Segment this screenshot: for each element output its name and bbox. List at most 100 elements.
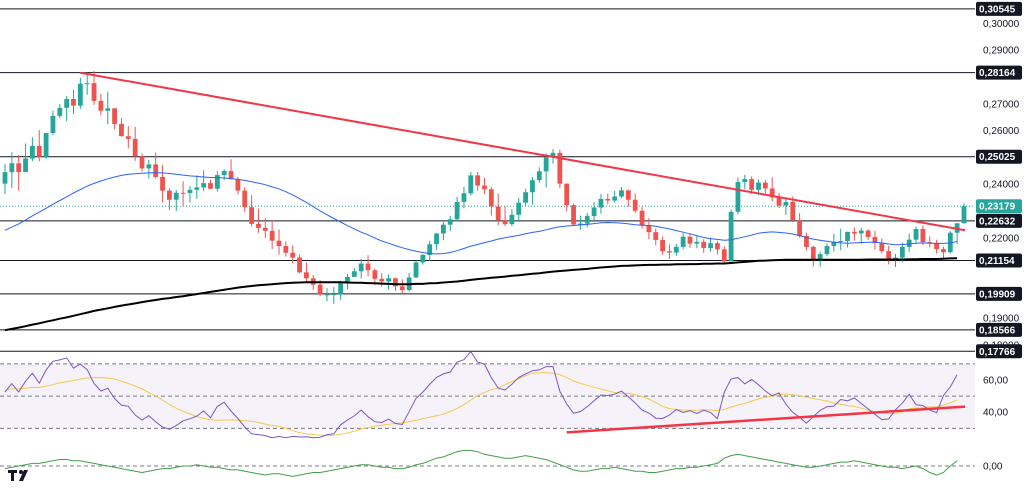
candle[interactable]: [468, 172, 474, 196]
candle[interactable]: [125, 126, 131, 149]
candle[interactable]: [454, 196, 460, 222]
candle[interactable]: [735, 177, 741, 215]
candle[interactable]: [927, 236, 933, 248]
candle[interactable]: [694, 236, 700, 249]
candle[interactable]: [173, 190, 179, 212]
candle[interactable]: [584, 212, 590, 228]
candle[interactable]: [769, 177, 775, 202]
candle[interactable]: [824, 243, 830, 257]
candle[interactable]: [43, 132, 49, 159]
candle[interactable]: [84, 72, 90, 95]
candle[interactable]: [749, 176, 755, 195]
descending-trendline[interactable]: [80, 71, 966, 232]
candle[interactable]: [351, 268, 357, 277]
candle[interactable]: [105, 91, 111, 125]
candle[interactable]: [420, 254, 426, 265]
candle[interactable]: [516, 197, 522, 221]
candle[interactable]: [399, 279, 405, 293]
candle[interactable]: [571, 203, 576, 226]
candle[interactable]: [578, 215, 583, 231]
candle[interactable]: [119, 118, 124, 137]
candle[interactable]: [543, 153, 549, 188]
candle[interactable]: [427, 240, 433, 262]
candle[interactable]: [667, 244, 672, 259]
candle[interactable]: [598, 194, 604, 214]
candle[interactable]: [564, 183, 570, 212]
candle[interactable]: [50, 110, 56, 135]
candle[interactable]: [146, 159, 152, 179]
candle[interactable]: [180, 181, 186, 206]
candle[interactable]: [358, 258, 364, 279]
candle[interactable]: [208, 179, 213, 190]
candle[interactable]: [715, 240, 720, 255]
candle[interactable]: [338, 280, 344, 300]
tradingview-logo-icon[interactable]: [8, 470, 28, 481]
candle[interactable]: [249, 195, 254, 227]
candle[interactable]: [625, 189, 631, 207]
candle[interactable]: [9, 152, 15, 188]
candle[interactable]: [167, 188, 172, 211]
candle[interactable]: [2, 163, 8, 195]
candle[interactable]: [187, 185, 193, 203]
candle[interactable]: [413, 260, 419, 278]
candle[interactable]: [447, 215, 453, 232]
candle[interactable]: [591, 202, 597, 223]
momentum-panel[interactable]: 0,00: [0, 449, 1003, 477]
candle[interactable]: [701, 239, 707, 253]
candle[interactable]: [721, 246, 727, 265]
candle[interactable]: [687, 233, 693, 248]
candle[interactable]: [214, 171, 220, 192]
candle[interactable]: [742, 174, 748, 190]
candle[interactable]: [673, 243, 679, 256]
candle[interactable]: [502, 206, 508, 227]
candle[interactable]: [16, 154, 22, 191]
candle[interactable]: [810, 245, 816, 267]
candle[interactable]: [290, 245, 296, 264]
candle[interactable]: [536, 167, 542, 183]
candle[interactable]: [660, 236, 665, 255]
candle[interactable]: [23, 143, 28, 173]
price-panel[interactable]: 0,30000 0,29000 0,27000 0,26000 0,24000 0,220…: [0, 1, 1022, 359]
candle[interactable]: [934, 239, 939, 254]
candle[interactable]: [283, 241, 289, 257]
candle[interactable]: [262, 218, 268, 238]
candle[interactable]: [804, 232, 809, 251]
candlesticks[interactable]: [2, 70, 967, 304]
candle[interactable]: [488, 186, 494, 216]
candle[interactable]: [36, 130, 42, 162]
candle[interactable]: [324, 288, 330, 302]
candle[interactable]: [461, 186, 467, 209]
candle[interactable]: [838, 228, 844, 251]
candle[interactable]: [331, 287, 337, 304]
candle[interactable]: [297, 254, 302, 274]
candle[interactable]: [228, 159, 234, 180]
candle[interactable]: [619, 186, 624, 199]
candle[interactable]: [523, 188, 528, 206]
candle[interactable]: [530, 176, 535, 205]
candle[interactable]: [906, 233, 912, 253]
horizontal-levels[interactable]: [0, 8, 975, 352]
candle[interactable]: [482, 178, 487, 195]
candle[interactable]: [879, 238, 885, 254]
candle[interactable]: [913, 226, 919, 244]
candle[interactable]: [365, 255, 371, 277]
candle[interactable]: [632, 193, 638, 213]
candle[interactable]: [797, 213, 802, 238]
candle[interactable]: [762, 180, 768, 194]
candle[interactable]: [783, 198, 789, 216]
candle[interactable]: [776, 193, 782, 209]
candle[interactable]: [858, 227, 864, 244]
candle[interactable]: [790, 196, 796, 222]
candle[interactable]: [434, 232, 439, 250]
candle[interactable]: [77, 77, 83, 109]
candle[interactable]: [386, 274, 391, 290]
rsi-ascending-trendline[interactable]: [566, 405, 966, 434]
rsi-panel[interactable]: 60,00 40,00: [0, 350, 1008, 439]
candle[interactable]: [64, 96, 70, 122]
candle[interactable]: [91, 70, 97, 105]
candle[interactable]: [495, 193, 501, 226]
candle[interactable]: [194, 175, 200, 199]
candle[interactable]: [865, 229, 871, 240]
candle[interactable]: [920, 225, 926, 246]
